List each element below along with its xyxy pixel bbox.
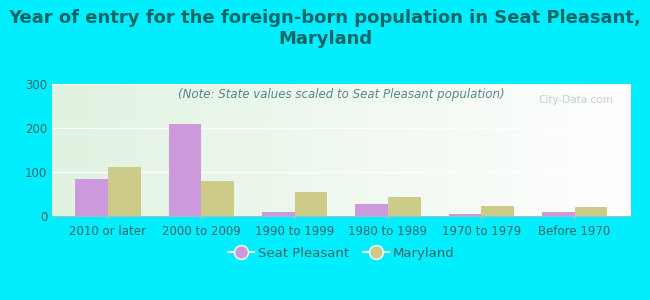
Bar [75,179,108,216]
Bar [388,197,421,216]
Text: Year of entry for the foreign-born population in Seat Pleasant,
Maryland: Year of entry for the foreign-born popul… [8,9,642,48]
Bar [448,214,481,216]
Bar [575,207,607,216]
Bar [168,124,202,216]
Bar [262,212,294,216]
Text: City-Data.com: City-Data.com [538,94,613,105]
Text: (Note: State values scaled to Seat Pleasant population): (Note: State values scaled to Seat Pleas… [178,88,504,101]
Bar [542,212,575,216]
Bar [202,181,234,216]
Bar [356,204,388,216]
Bar [294,192,327,216]
Legend: Seat Pleasant, Maryland: Seat Pleasant, Maryland [222,241,460,265]
Bar [481,206,514,216]
Bar [108,167,140,216]
